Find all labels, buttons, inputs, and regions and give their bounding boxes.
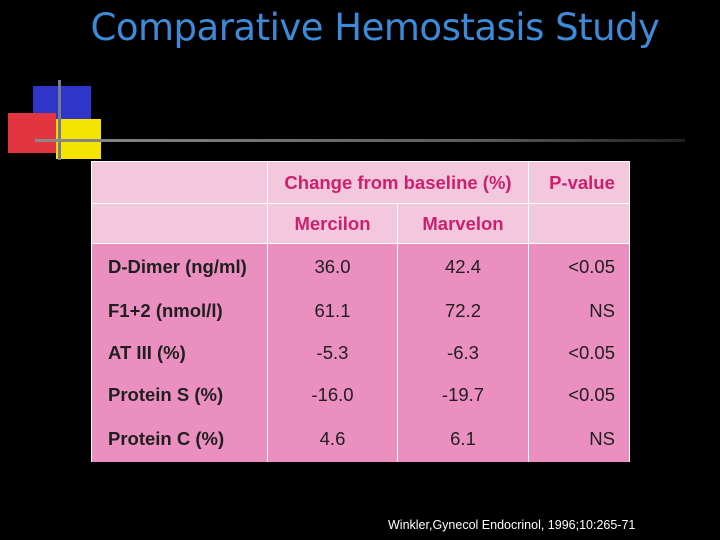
source-citation: Winkler,Gynecol Endocrinol, 1996;10:265-… (388, 518, 636, 532)
decor-vertical-line (58, 80, 61, 160)
marvelon-value: 6.1 (397, 415, 529, 462)
marvelon-value: 72.2 (397, 289, 529, 332)
header-empty-cell (528, 203, 630, 244)
table-row: Protein C (%) 4.6 6.1 NS (91, 415, 630, 462)
marvelon-value: -19.7 (397, 373, 529, 416)
p-value: <0.05 (528, 331, 630, 374)
row-label: Protein C (%) (91, 415, 268, 462)
p-value: <0.05 (528, 373, 630, 416)
decor-horizontal-line (35, 139, 685, 142)
header-row-top: Change from baseline (%) P-value (91, 161, 630, 204)
p-value: NS (528, 289, 630, 332)
row-label: AT III (%) (91, 331, 268, 374)
table-row: D-Dimer (ng/ml) 36.0 42.4 <0.05 (91, 243, 630, 290)
mercilon-value: -5.3 (267, 331, 398, 374)
table-row: AT III (%) -5.3 -6.3 <0.05 (91, 331, 630, 374)
mercilon-value: 4.6 (267, 415, 398, 462)
header-row-bottom: Mercilon Marvelon (91, 203, 630, 244)
decor-red-square (8, 113, 56, 153)
mercilon-value: -16.0 (267, 373, 398, 416)
p-value: NS (528, 415, 630, 462)
row-label: Protein S (%) (91, 373, 268, 416)
header-marvelon: Marvelon (397, 203, 529, 244)
marvelon-value: -6.3 (397, 331, 529, 374)
header-empty-cell (91, 161, 268, 204)
header-empty-cell (91, 203, 268, 244)
marvelon-value: 42.4 (397, 243, 529, 290)
row-label: F1+2 (nmol/l) (91, 289, 268, 332)
slide-title: Comparative Hemostasis Study (90, 6, 660, 49)
row-label: D-Dimer (ng/ml) (91, 243, 268, 290)
header-mercilon: Mercilon (267, 203, 398, 244)
table-row: F1+2 (nmol/l) 61.1 72.2 NS (91, 289, 630, 332)
hemostasis-table: Change from baseline (%) P-value Mercilo… (91, 161, 630, 462)
mercilon-value: 61.1 (267, 289, 398, 332)
mercilon-value: 36.0 (267, 243, 398, 290)
header-p-value: P-value (528, 161, 630, 204)
header-change-from-baseline: Change from baseline (%) (267, 161, 529, 204)
table-row: Protein S (%) -16.0 -19.7 <0.05 (91, 373, 630, 416)
p-value: <0.05 (528, 243, 630, 290)
